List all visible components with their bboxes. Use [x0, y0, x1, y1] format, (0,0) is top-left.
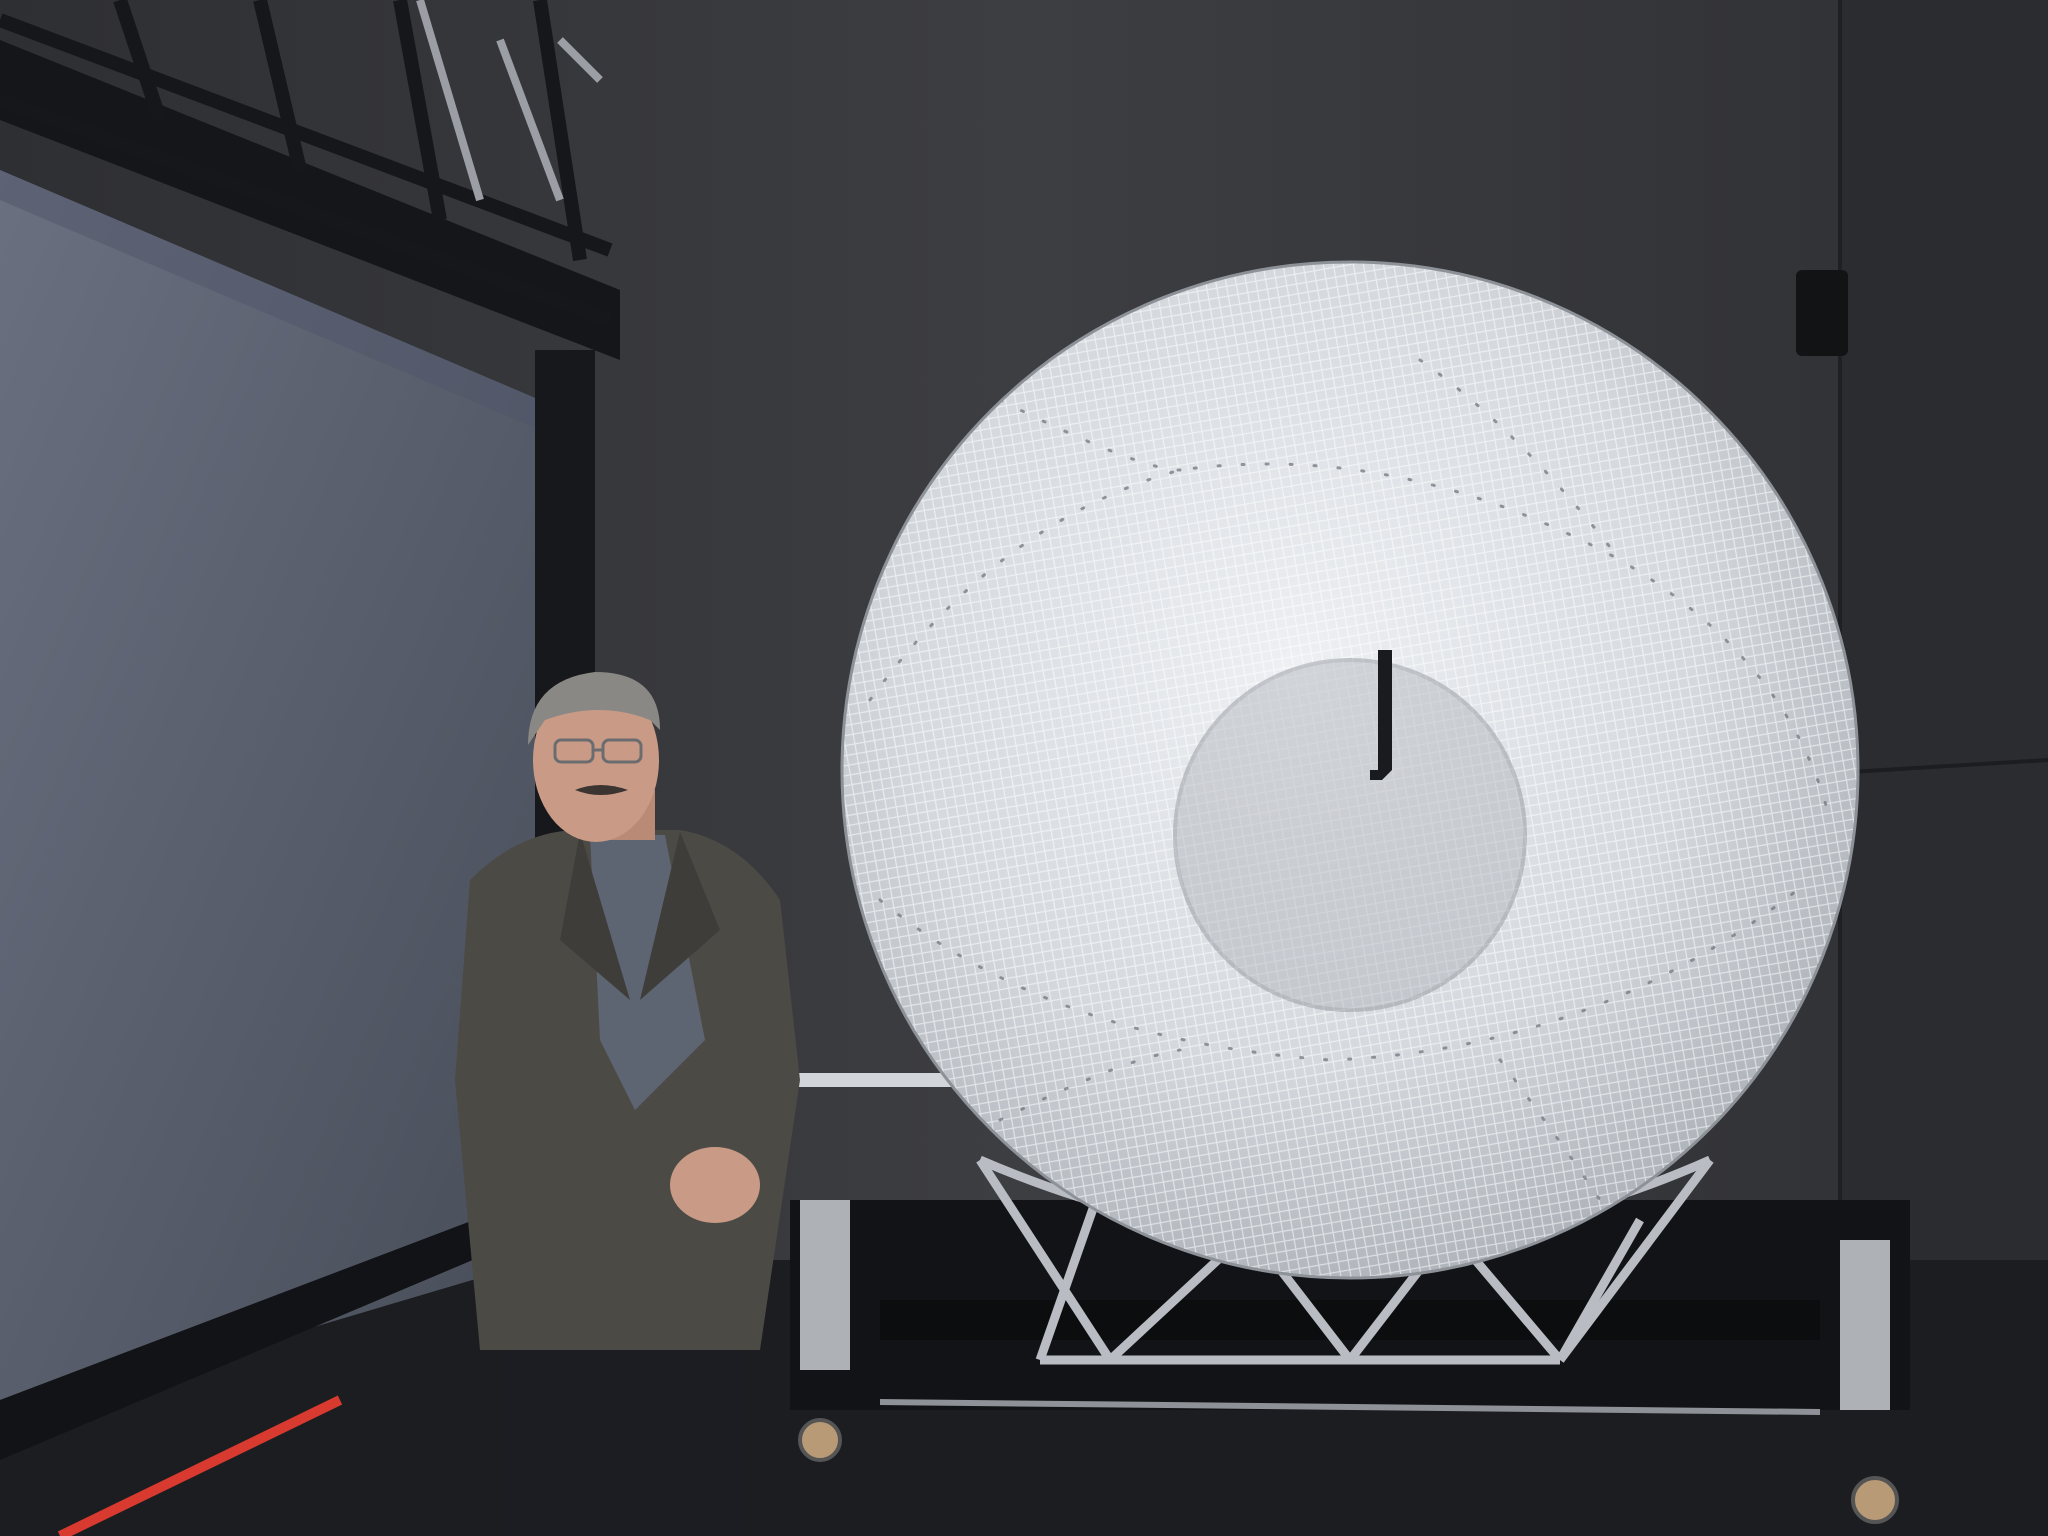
moustache: [575, 785, 628, 795]
caster-wheel: [798, 1200, 850, 1462]
hands: [670, 1147, 760, 1223]
wall-speaker: [1796, 270, 1848, 356]
projection-screen: [0, 170, 540, 1420]
man-in-blazer: [455, 672, 800, 1536]
head: [533, 678, 659, 842]
mesh-sphere: [840, 260, 1860, 1280]
glasses: [553, 738, 643, 764]
screen-track: [0, 1210, 520, 1460]
overhead-truss: [0, 0, 613, 327]
sphere-mount: [1370, 650, 1392, 780]
red-floor-line: [57, 1395, 343, 1536]
sphere-window: [1173, 658, 1527, 1012]
caster-wheel: [1840, 1240, 1899, 1524]
hair: [528, 672, 660, 745]
truss-diagonals: [416, 0, 603, 202]
